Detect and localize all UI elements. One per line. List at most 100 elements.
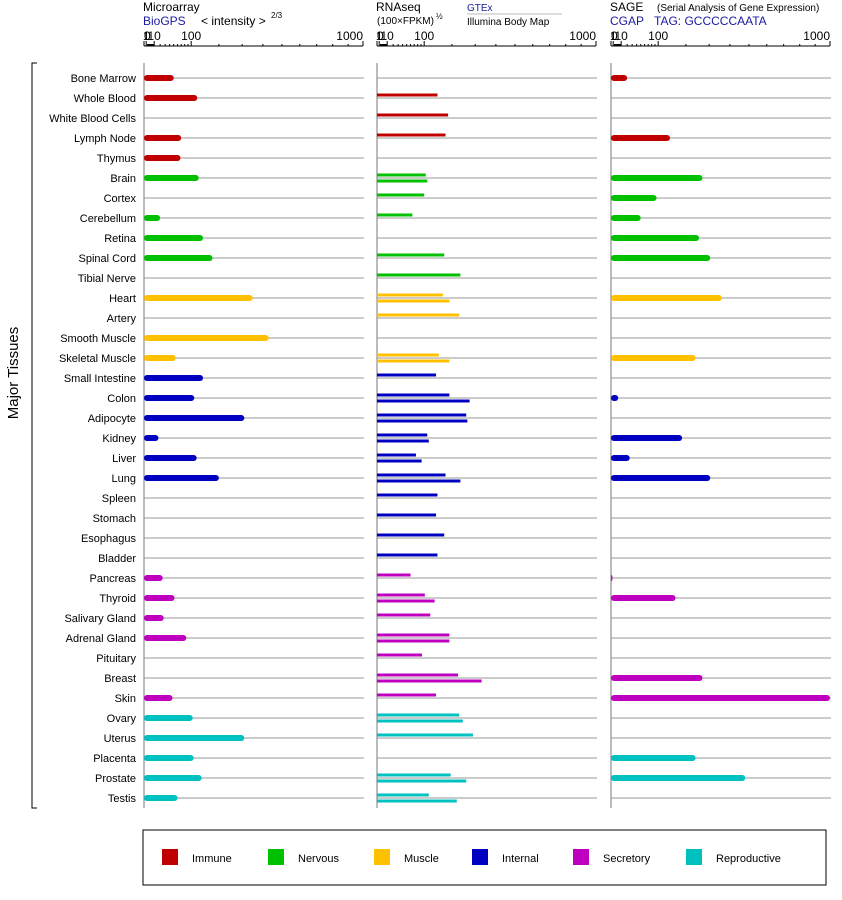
tissue-label: Whole Blood [74, 93, 136, 105]
bar [144, 615, 164, 621]
tissue-label: Thymus [97, 153, 137, 165]
legend-swatch [573, 849, 589, 865]
bar [611, 755, 696, 761]
tick-label: 0 [144, 29, 151, 43]
bar [144, 335, 269, 341]
legend-swatch [268, 849, 284, 865]
bar [144, 75, 174, 81]
tick-label: 10 [147, 29, 161, 43]
bar [611, 675, 703, 681]
tissue-label: Stomach [93, 513, 136, 525]
bar [144, 635, 187, 641]
tick-label: 1 [143, 29, 150, 43]
tissue-label: Tibial Nerve [78, 273, 136, 285]
panel-title: SAGE [610, 0, 643, 14]
bar [611, 295, 722, 301]
bar [144, 435, 159, 441]
tissue-label: Testis [108, 793, 137, 805]
bar [144, 255, 213, 261]
bar [611, 215, 641, 221]
tick-label: 1 [376, 29, 383, 43]
tissue-label: Lung [112, 473, 136, 485]
tissue-label: Lymph Node [74, 133, 136, 145]
bar [144, 455, 197, 461]
tissue-label: Retina [104, 233, 137, 245]
legend-label: Immune [192, 853, 232, 865]
tick-label: 10 [614, 29, 628, 43]
source-label: BioGPS [143, 14, 186, 28]
tissue-label: Skin [115, 693, 136, 705]
tissue-label: Ovary [107, 713, 137, 725]
legend-swatch [686, 849, 702, 865]
tissue-label: Smooth Muscle [60, 333, 136, 345]
bar [144, 715, 193, 721]
bar [144, 95, 198, 101]
bar [611, 355, 696, 361]
tick-label: 1000 [803, 29, 830, 43]
legend-label: Internal [502, 853, 539, 865]
source-illumina: Illumina Body Map [467, 17, 550, 28]
bar [611, 595, 676, 601]
tissue-label: Spleen [102, 493, 136, 505]
tissue-label: Esophagus [81, 533, 137, 545]
tick-label: 10 [380, 29, 394, 43]
tick-label: 100 [648, 29, 668, 43]
tissue-label: Cortex [104, 193, 137, 205]
scale-label: < intensity > [201, 14, 266, 28]
bar [144, 475, 219, 481]
bar [144, 795, 178, 801]
bar [611, 475, 711, 481]
bar [144, 595, 175, 601]
scale-exponent: ½ [436, 12, 443, 21]
panel-title: Microarray [143, 0, 200, 14]
tissue-label: Colon [107, 393, 136, 405]
bar [144, 355, 176, 361]
bar [144, 215, 161, 221]
tick-label: 1000 [569, 29, 596, 43]
bar [611, 575, 613, 581]
tissue-label: Prostate [95, 773, 136, 785]
tissue-label: Adipocyte [88, 413, 136, 425]
bar [144, 235, 204, 241]
tissue-label: Spinal Cord [79, 253, 136, 265]
tissue-label: Placenta [93, 753, 137, 765]
bar [144, 575, 163, 581]
tick-label: 100 [414, 29, 434, 43]
tick-label: 1000 [336, 29, 363, 43]
axis-title: Major Tissues [5, 327, 22, 420]
legend-label: Muscle [404, 853, 439, 865]
tissue-label: Salivary Gland [64, 613, 136, 625]
legend-label: Nervous [298, 853, 339, 865]
bar [611, 135, 671, 141]
bar [611, 175, 703, 181]
bar [611, 75, 628, 81]
tissue-label: Brain [110, 173, 136, 185]
tissue-label: Skeletal Muscle [59, 353, 136, 365]
bar [144, 695, 173, 701]
source-gtex: GTEx [467, 3, 493, 14]
source-label: CGAP [610, 14, 644, 28]
tissue-label: Small Intestine [64, 373, 136, 385]
legend-swatch [472, 849, 488, 865]
bar [144, 735, 245, 741]
legend-label: Reproductive [716, 853, 781, 865]
tissue-label: Liver [112, 453, 136, 465]
bar [611, 195, 657, 201]
tissue-label: Breast [104, 673, 136, 685]
tick-label: 0 [611, 29, 618, 43]
tissue-bracket [31, 62, 37, 809]
bar [144, 155, 181, 161]
bar [144, 395, 195, 401]
bar [144, 135, 182, 141]
bar [611, 775, 746, 781]
legend-swatch [162, 849, 178, 865]
tissue-label: Thyroid [99, 593, 136, 605]
bar [611, 455, 630, 461]
bar [144, 415, 245, 421]
tissue-label: White Blood Cells [49, 113, 136, 125]
bar [611, 435, 683, 441]
bar [144, 375, 204, 381]
tissue-label: Bone Marrow [71, 73, 136, 85]
